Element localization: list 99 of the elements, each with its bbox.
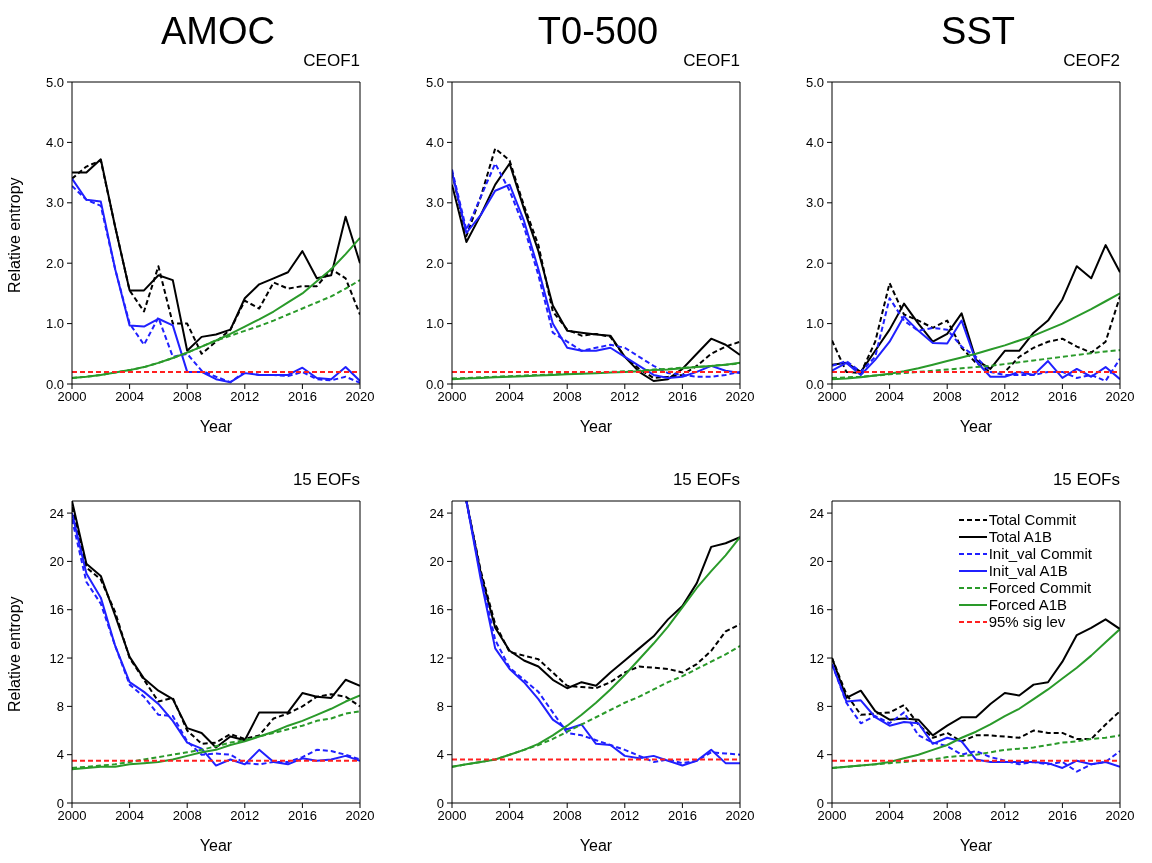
legend-label: 95% sig lev xyxy=(988,613,1066,630)
y-tick-label: 5.0 xyxy=(805,74,824,90)
y-tick-label: 12 xyxy=(429,650,444,666)
x-tick-label: 2008 xyxy=(932,389,962,405)
x-tick-label: 2000 xyxy=(817,808,847,824)
y-axis-title: Relative entropy xyxy=(5,177,23,293)
legend-label: Total Commit xyxy=(988,511,1077,528)
y-tick-label: 20 xyxy=(809,554,824,570)
y-tick-label: 5.0 xyxy=(45,74,64,90)
y-tick-label: 8 xyxy=(56,698,64,714)
x-tick-label: 2016 xyxy=(1047,808,1077,824)
x-tick-label: 2020 xyxy=(345,808,375,824)
y-tick-label: 4.0 xyxy=(45,135,64,151)
x-tick-label: 2004 xyxy=(115,389,145,405)
y-tick-label: 3.0 xyxy=(45,195,64,211)
x-axis-title: Year xyxy=(199,418,233,435)
x-tick-label: 2016 xyxy=(667,389,697,405)
y-tick-label: 24 xyxy=(429,505,444,521)
y-tick-label: 3.0 xyxy=(805,195,824,211)
y-tick-label: 1.0 xyxy=(805,316,824,332)
x-tick-label: 2004 xyxy=(495,808,525,824)
y-tick-label: 0.0 xyxy=(45,376,64,392)
x-tick-label: 2016 xyxy=(667,808,697,824)
y-tick-label: 0 xyxy=(56,795,64,811)
y-tick-label: 12 xyxy=(49,650,64,666)
x-tick-label: 2000 xyxy=(817,389,847,405)
x-tick-label: 2000 xyxy=(57,389,87,405)
chart-subtitle: CEOF1 xyxy=(683,51,740,70)
y-tick-label: 2.0 xyxy=(805,255,824,271)
x-tick-label: 2016 xyxy=(287,808,317,824)
y-tick-label: 0.0 xyxy=(805,376,824,392)
x-tick-label: 2012 xyxy=(990,389,1020,405)
x-tick-label: 2020 xyxy=(1105,389,1135,405)
y-tick-label: 1.0 xyxy=(425,316,444,332)
legend-label: Forced Commit xyxy=(988,579,1092,596)
legend-label: Init_val Commit xyxy=(988,545,1092,562)
x-tick-label: 2020 xyxy=(725,808,755,824)
y-tick-label: 1.0 xyxy=(45,316,64,332)
x-axis-title: Year xyxy=(199,837,233,854)
y-tick-label: 5.0 xyxy=(425,74,444,90)
y-tick-label: 2.0 xyxy=(425,255,444,271)
y-tick-label: 0 xyxy=(436,795,444,811)
y-tick-label: 3.0 xyxy=(425,195,444,211)
x-tick-label: 2012 xyxy=(610,389,640,405)
chart-subtitle: 15 EOFs xyxy=(1052,470,1120,489)
x-tick-label: 2020 xyxy=(1105,808,1135,824)
y-tick-label: 4.0 xyxy=(805,135,824,151)
x-tick-label: 2020 xyxy=(725,389,755,405)
x-tick-label: 2004 xyxy=(875,389,905,405)
x-tick-label: 2000 xyxy=(437,808,467,824)
x-tick-label: 2000 xyxy=(57,808,87,824)
chart-title: AMOC xyxy=(161,10,275,52)
y-tick-label: 20 xyxy=(49,554,64,570)
y-tick-label: 24 xyxy=(809,505,824,521)
chart-subtitle: CEOF1 xyxy=(303,51,360,70)
y-tick-label: 20 xyxy=(429,554,444,570)
y-tick-label: 16 xyxy=(809,602,824,618)
x-tick-label: 2008 xyxy=(552,389,582,405)
x-tick-label: 2008 xyxy=(172,808,202,824)
x-tick-label: 2012 xyxy=(990,808,1020,824)
y-tick-label: 12 xyxy=(809,650,824,666)
chart-subtitle: 15 EOFs xyxy=(292,470,360,489)
y-tick-label: 16 xyxy=(429,602,444,618)
y-tick-label: 24 xyxy=(49,505,64,521)
y-tick-label: 4 xyxy=(56,747,64,763)
x-tick-label: 2008 xyxy=(552,808,582,824)
x-tick-label: 2008 xyxy=(932,808,962,824)
chart-title: SST xyxy=(941,10,1015,52)
y-tick-label: 4 xyxy=(436,747,444,763)
x-tick-label: 2012 xyxy=(230,808,260,824)
x-tick-label: 2020 xyxy=(345,389,375,405)
y-tick-label: 8 xyxy=(436,698,444,714)
y-axis-title: Relative entropy xyxy=(5,596,23,712)
y-tick-label: 8 xyxy=(816,698,824,714)
x-tick-label: 2016 xyxy=(1047,389,1077,405)
x-axis-title: Year xyxy=(579,418,613,435)
x-tick-label: 2004 xyxy=(875,808,905,824)
x-axis-title: Year xyxy=(579,837,613,854)
y-tick-label: 16 xyxy=(49,602,64,618)
x-tick-label: 2004 xyxy=(115,808,145,824)
x-tick-label: 2008 xyxy=(172,389,202,405)
y-tick-label: 0 xyxy=(816,795,824,811)
x-tick-label: 2012 xyxy=(610,808,640,824)
x-tick-label: 2000 xyxy=(437,389,467,405)
x-tick-label: 2004 xyxy=(495,389,525,405)
y-tick-label: 4.0 xyxy=(425,135,444,151)
x-axis-title: Year xyxy=(959,418,993,435)
x-tick-label: 2012 xyxy=(230,389,260,405)
x-tick-label: 2016 xyxy=(287,389,317,405)
legend-label: Total A1B xyxy=(988,528,1053,545)
chart-subtitle: 15 EOFs xyxy=(672,470,740,489)
chart-title: T0-500 xyxy=(537,10,659,52)
y-tick-label: 4 xyxy=(816,747,824,763)
x-axis-title: Year xyxy=(959,837,993,854)
chart-subtitle: CEOF2 xyxy=(1063,51,1120,70)
legend-label: Init_val A1B xyxy=(988,562,1068,579)
legend-label: Forced A1B xyxy=(988,596,1068,613)
y-tick-label: 0.0 xyxy=(425,376,444,392)
y-tick-label: 2.0 xyxy=(45,255,64,271)
